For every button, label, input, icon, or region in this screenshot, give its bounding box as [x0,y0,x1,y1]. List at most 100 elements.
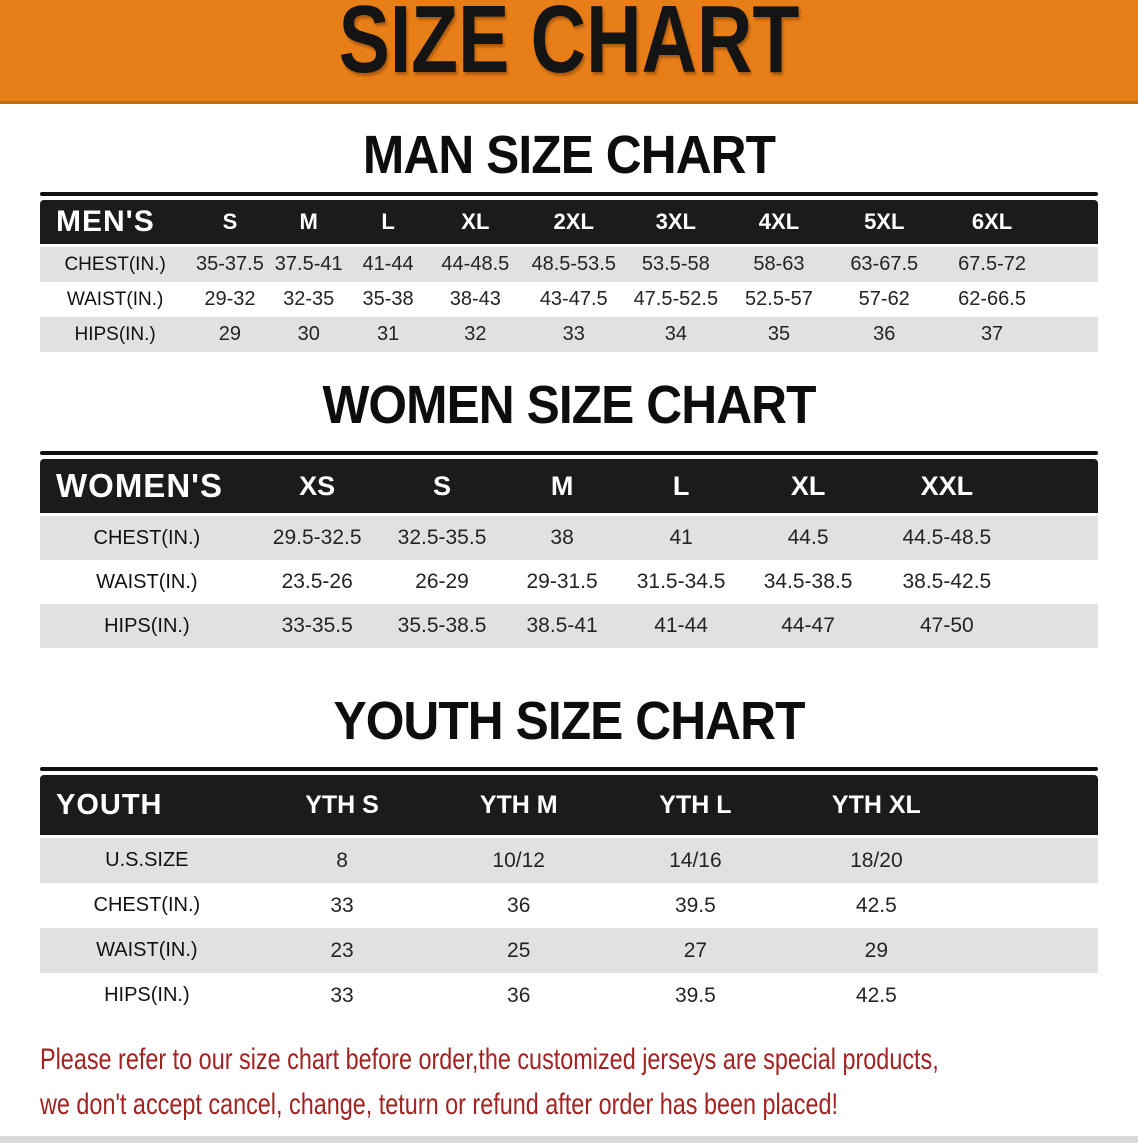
header-row: MEN'S S M L XL 2XL 3XL 4XL 5XL 6XL [40,200,1098,247]
column-header: 3XL [625,200,727,247]
column-header: 2XL [522,200,626,247]
cell: 37 [937,317,1098,352]
page-title-text: SIZE CHART [338,0,800,93]
cell: 35-38 [362,288,414,310]
table-label: MEN'S [40,200,191,247]
disclaimer-line-1-text: Please refer to our size chart before or… [40,1043,939,1076]
cell: 32-35 [283,288,335,310]
cell: 33 [330,983,354,1007]
table-row: HIPS(IN.) 33 36 39.5 42.5 [40,973,1098,1018]
column-header: M [269,200,348,247]
cell: 41-44 [620,604,742,648]
column-header: YTH L [607,775,784,838]
column-header: L [620,459,742,516]
table-label: WOMEN'S [40,459,254,516]
banner: SIZE CHART [0,0,1138,104]
cell: 23.5-26 [281,570,353,593]
table-row: WAIST(IN.) 29-32 32-35 35-38 38-43 43-47.5 47.… [40,282,1098,317]
women-size-table: WOMEN'S XS S M L XL XXL CHEST(IN.) 29.5-32.5 32.5… [40,459,1098,648]
row-label: WAIST(IN.) [40,928,254,973]
cell: 35 [726,317,832,352]
row-label: HIPS(IN.) [104,984,190,1006]
bottom-strip [0,1136,1138,1143]
cell: 29-31.5 [526,570,598,593]
men-size-table: MEN'S S M L XL 2XL 3XL 4XL 5XL 6XL CHEST(IN.) 35-37… [40,200,1098,352]
cell: 29 [783,928,1098,973]
cell: 48.5-53.5 [522,247,626,282]
women-section: WOMEN SIZE CHART WOMEN'S XS S M L XL XXL CHEST(… [0,376,1138,648]
women-heading-text: WOMEN SIZE CHART [322,375,816,435]
men-heading: MAN SIZE CHART [0,126,1138,184]
column-header: XXL [874,459,1098,516]
row-label: CHEST(IN.) [93,894,201,916]
cell: 44.5-48.5 [874,516,1098,560]
cell: 42.5 [855,983,897,1007]
column-header: S [380,459,504,516]
row-label: WAIST(IN.) [96,570,198,593]
row-label: HIPS(IN.) [40,317,191,352]
cell: 29-32 [204,288,256,310]
cell: 58-63 [726,247,832,282]
column-header: M [503,459,621,516]
header-row: YOUTH YTH S YTH M YTH L YTH XL [40,775,1098,838]
cell: 10/12 [430,838,608,883]
cell: 18/20 [783,838,1098,883]
disclaimer-line-1: Please refer to our size chart before or… [40,1040,1138,1085]
youth-section: YOUTH SIZE CHART YOUTH YTH S YTH M YTH L YTH… [0,692,1138,1018]
table-row: WAIST(IN.) 23.5-26 26-29 29-31.5 31.5-34.5 34… [40,560,1098,604]
youth-table-wrap: YOUTH YTH S YTH M YTH L YTH XL U.S.SIZE 8 10/12… [40,767,1098,1018]
column-header: YTH M [430,775,608,838]
cell: 33-35.5 [253,604,381,648]
cell: 38 [503,516,621,560]
cell: 47-50 [874,604,1098,648]
cell: 29.5-32.5 [253,516,381,560]
men-section: MAN SIZE CHART MEN'S S M L XL 2XL 3XL 4XL 5XL 6XL… [0,126,1138,352]
youth-heading: YOUTH SIZE CHART [0,692,1138,750]
cell: 38.5-41 [503,604,621,648]
cell: 26-29 [415,570,469,593]
row-label: CHEST(IN.) [40,516,254,560]
cell: 35.5-38.5 [380,604,504,648]
table-row: HIPS(IN.) 33-35.5 35.5-38.5 38.5-41 41-44 44-… [40,604,1098,648]
men-table-topline [40,192,1098,196]
cell: 39.5 [674,893,716,917]
cell: 33 [522,317,626,352]
cell: 8 [253,838,431,883]
row-label: HIPS(IN.) [40,604,254,648]
table-label: YOUTH [40,775,254,838]
cell: 36 [831,317,938,352]
cell: 44-47 [741,604,875,648]
cell: 36 [507,893,531,917]
disclaimer-note: Please refer to our size chart before or… [40,1040,1138,1130]
column-header: 5XL [831,200,938,247]
cell: 43-47.5 [539,288,608,310]
disclaimer-line-2-text: we don't accept cancel, change, teturn o… [40,1088,838,1121]
cell: 42.5 [855,893,897,917]
youth-size-table: YOUTH YTH S YTH M YTH L YTH XL U.S.SIZE 8 10/12… [40,775,1098,1018]
cell: 39.5 [674,983,716,1007]
women-table-wrap: WOMEN'S XS S M L XL XXL CHEST(IN.) 29.5-32.5 32.5… [40,451,1098,648]
table-row: CHEST(IN.) 35-37.5 37.5-41 41-44 44-48.5 48.5… [40,247,1098,282]
cell: 34.5-38.5 [763,570,853,593]
table-row: WAIST(IN.) 23 25 27 29 [40,928,1098,973]
cell: 52.5-57 [745,288,813,310]
column-header: 6XL [937,200,1098,247]
cell: 30 [269,317,348,352]
cell: 63-67.5 [831,247,938,282]
cell: 35-37.5 [190,247,270,282]
cell: 44-48.5 [428,247,523,282]
page-title: SIZE CHART [281,0,857,113]
table-row: CHEST(IN.) 29.5-32.5 32.5-35.5 38 41 44.5 44.5… [40,516,1098,560]
cell: 14/16 [607,838,784,883]
cell: 31.5-34.5 [636,570,726,593]
cell: 23 [253,928,431,973]
cell: 41-44 [347,247,429,282]
cell: 37.5-41 [269,247,348,282]
cell: 57-62 [858,288,910,310]
column-header: L [347,200,429,247]
column-header: 4XL [726,200,832,247]
cell: 44.5 [741,516,875,560]
column-header: S [190,200,270,247]
men-heading-text: MAN SIZE CHART [362,125,776,185]
